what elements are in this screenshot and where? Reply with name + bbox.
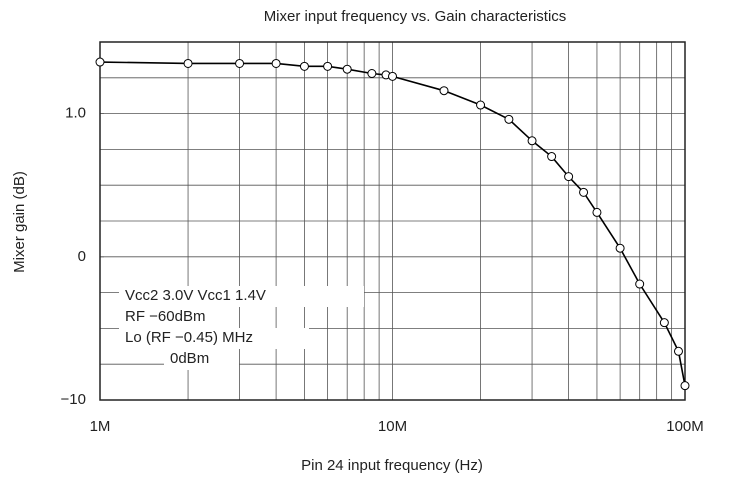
plot-frame [99,41,686,401]
annotation-background [164,349,239,370]
data-point [95,57,105,67]
data-point [547,152,557,162]
data-point [183,58,193,68]
data-point [579,187,589,197]
data-point [323,61,333,71]
y-tick-label: −10 [61,391,86,408]
data-point [527,136,537,146]
y-tick-label: 0 [78,248,86,265]
annotation: RF −60dBm [125,308,205,325]
annotation-background [119,286,364,307]
x-tick-label: 100M [666,418,704,435]
data-point [476,100,486,110]
annotation-background [119,328,309,349]
chart-title: Mixer input frequency vs. Gain character… [264,8,567,25]
x-tick-label: 10M [378,418,407,435]
data-point [342,64,352,74]
data-point [235,58,245,68]
data-point [367,69,377,79]
data-point [439,86,449,96]
annotation-background [119,307,229,328]
data-point [635,279,645,289]
data-point [388,71,397,81]
data-point [299,61,309,71]
data-point [615,243,625,253]
data-point [504,114,514,124]
annotation: Lo (RF −0.45) MHz [125,329,253,346]
y-axis-label: Mixer gain (dB) [11,171,28,273]
y-tick-label: 1.0 [65,105,86,122]
data-point [592,207,602,217]
data-point [673,346,683,356]
x-tick-label: 1M [90,418,111,435]
annotation: Vcc2 3.0V Vcc1 1.4V [125,287,266,304]
annotation: 0dBm [170,350,209,367]
data-point [271,58,281,68]
data-point [659,318,669,328]
data-point [680,381,690,391]
x-axis-label: Pin 24 input frequency (Hz) [301,457,483,474]
data-point [564,172,574,182]
